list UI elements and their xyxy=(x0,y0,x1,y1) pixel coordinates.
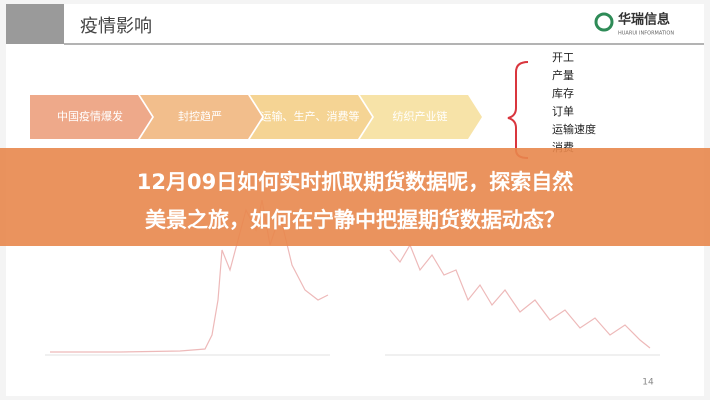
logo-sub: HUARUI INFORMATION xyxy=(618,31,674,37)
impact-item: 订单 xyxy=(552,105,574,118)
faded-line xyxy=(389,243,651,349)
logo-name: 华瑞信息 xyxy=(618,12,670,28)
flow-step-label: 纺织产业链 xyxy=(393,109,448,123)
flow: 中国疫情爆发 封控趋严 运输、生产、消费等 纺织产业链 xyxy=(30,95,482,139)
flow-step-label: 中国疫情爆发 xyxy=(57,109,123,123)
logo-mark xyxy=(594,12,614,32)
flow-step xyxy=(250,95,372,139)
impact-item: 产量 xyxy=(552,68,574,82)
impact-item: 开工 xyxy=(552,51,574,64)
banner-title: 美景之旅，如何在宁静中把握期货数据动态？ xyxy=(145,208,565,232)
flow-step xyxy=(360,95,482,139)
flow-step-label: 封控趋严 xyxy=(178,109,222,123)
impact-item: 库存 xyxy=(552,86,574,100)
flow-step-label: 运输、生产、消费等 xyxy=(261,109,360,123)
header-title: 疫情影响 xyxy=(80,16,152,37)
flow-step xyxy=(30,95,152,139)
impact-item: 运输速度 xyxy=(552,122,596,136)
page-number: 14 xyxy=(642,378,654,388)
banner xyxy=(0,148,710,246)
flow-step xyxy=(140,95,262,139)
header-icon xyxy=(6,4,64,44)
banner-text: 12月09日如何实时抓取期货数据呢，探索自然美景之旅，如何在宁静中把握期货数据动… xyxy=(137,170,573,232)
banner-title: 12月09日如何实时抓取期货数据呢，探索自然 xyxy=(137,170,573,194)
